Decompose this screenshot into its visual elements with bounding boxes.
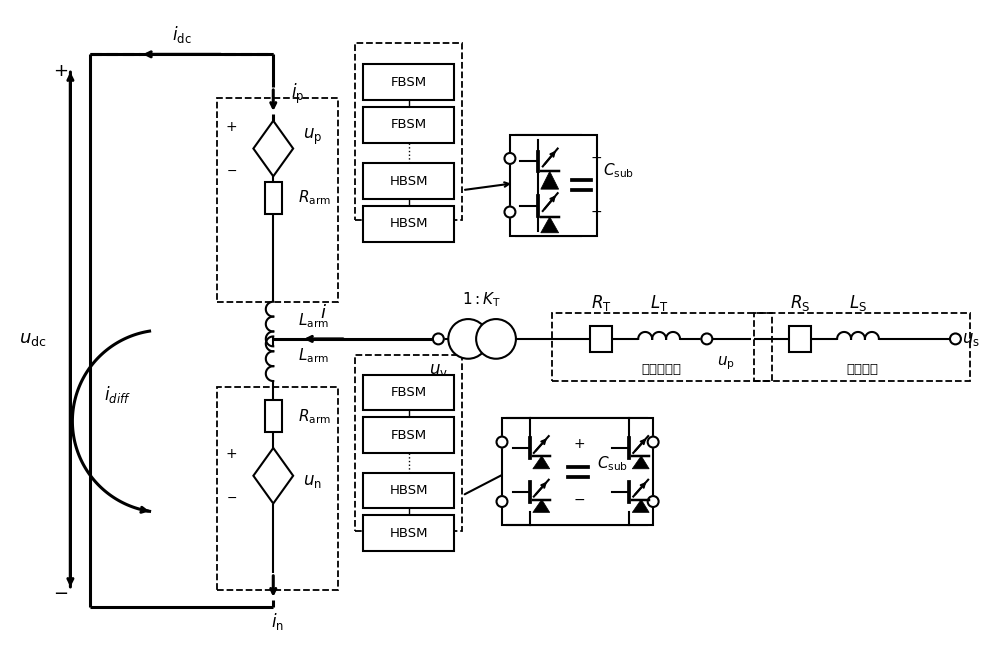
Text: $i$: $i$: [320, 304, 326, 322]
Text: FBSM: FBSM: [390, 118, 427, 131]
Polygon shape: [533, 456, 550, 469]
Text: $i_{\mathrm{dc}}$: $i_{\mathrm{dc}}$: [172, 24, 192, 45]
Bar: [363, 206, 454, 242]
Text: $u_{\mathrm{n}}$: $u_{\mathrm{n}}$: [303, 472, 322, 489]
Polygon shape: [632, 499, 649, 512]
Text: FBSM: FBSM: [390, 428, 427, 442]
Bar: [510, 135, 597, 236]
Bar: [363, 374, 454, 411]
Bar: [363, 107, 454, 143]
Text: $-$: $-$: [226, 491, 237, 504]
Bar: [502, 419, 653, 526]
Bar: [265, 400, 282, 432]
Text: $-$: $-$: [573, 491, 586, 505]
Bar: [754, 313, 970, 380]
Text: $i_{\mathit{diff}}$: $i_{\mathit{diff}}$: [104, 384, 131, 405]
Bar: [363, 515, 454, 551]
Text: $u_{\mathrm{p}}$: $u_{\mathrm{p}}$: [303, 127, 322, 147]
Bar: [552, 313, 772, 380]
Text: $u_{\mathrm{v}}$: $u_{\mathrm{v}}$: [429, 361, 448, 378]
Text: HBSM: HBSM: [389, 217, 428, 231]
Text: $-$: $-$: [590, 204, 603, 218]
Text: $i_{\mathrm{p}}$: $i_{\mathrm{p}}$: [291, 82, 305, 106]
Bar: [363, 417, 454, 453]
Bar: [363, 473, 454, 509]
Bar: [590, 326, 612, 351]
Circle shape: [950, 334, 961, 344]
Circle shape: [701, 334, 712, 344]
Text: 交流变压器: 交流变压器: [641, 363, 681, 376]
Text: $L_{\mathrm{T}}$: $L_{\mathrm{T}}$: [650, 293, 668, 313]
Text: FBSM: FBSM: [390, 386, 427, 399]
Text: $u_{\mathrm{dc}}$: $u_{\mathrm{dc}}$: [19, 330, 46, 348]
Text: $R_{\mathrm{S}}$: $R_{\mathrm{S}}$: [790, 293, 810, 313]
Text: HBSM: HBSM: [389, 175, 428, 188]
Text: $L_{\mathrm{S}}$: $L_{\mathrm{S}}$: [849, 293, 867, 313]
Text: $R_{\mathrm{T}}$: $R_{\mathrm{T}}$: [591, 293, 612, 313]
Circle shape: [648, 496, 659, 507]
Bar: [363, 164, 454, 199]
Circle shape: [504, 153, 515, 164]
Bar: [217, 386, 338, 590]
Text: $-$: $-$: [226, 164, 237, 177]
Text: $1{:}K_{\mathrm{T}}$: $1{:}K_{\mathrm{T}}$: [462, 290, 502, 309]
Text: $+$: $+$: [225, 447, 238, 461]
Text: HBSM: HBSM: [389, 484, 428, 497]
Circle shape: [497, 496, 507, 507]
Circle shape: [648, 437, 659, 447]
Circle shape: [497, 437, 507, 447]
Circle shape: [433, 334, 444, 344]
Text: HBSM: HBSM: [389, 527, 428, 540]
Polygon shape: [632, 456, 649, 469]
Circle shape: [448, 319, 488, 359]
Text: 交流系统: 交流系统: [846, 363, 878, 376]
Polygon shape: [541, 171, 559, 189]
Text: $L_{\mathrm{arm}}$: $L_{\mathrm{arm}}$: [298, 346, 329, 365]
Bar: [789, 326, 811, 351]
Text: $L_{\mathrm{arm}}$: $L_{\mathrm{arm}}$: [298, 311, 329, 330]
Circle shape: [476, 319, 516, 359]
Text: $C_{\mathrm{sub}}$: $C_{\mathrm{sub}}$: [597, 455, 629, 473]
Bar: [217, 98, 338, 302]
Text: $+$: $+$: [53, 62, 68, 80]
Bar: [265, 182, 282, 214]
Text: $R_{\mathrm{arm}}$: $R_{\mathrm{arm}}$: [298, 407, 331, 426]
Bar: [355, 43, 462, 220]
Text: $+$: $+$: [225, 120, 238, 134]
Text: $C_{\mathrm{sub}}$: $C_{\mathrm{sub}}$: [603, 161, 635, 180]
Text: $i_{\mathrm{n}}$: $i_{\mathrm{n}}$: [271, 610, 284, 631]
Text: FBSM: FBSM: [390, 76, 427, 89]
Circle shape: [504, 206, 515, 217]
Text: $-$: $-$: [53, 583, 68, 600]
Polygon shape: [533, 499, 550, 512]
Text: $+$: $+$: [573, 437, 586, 451]
Text: $u_{\mathrm{p}}$: $u_{\mathrm{p}}$: [717, 355, 735, 373]
Bar: [363, 64, 454, 100]
Text: $+$: $+$: [590, 152, 603, 166]
Text: $R_{\mathrm{arm}}$: $R_{\mathrm{arm}}$: [298, 189, 331, 208]
Polygon shape: [541, 217, 559, 233]
Text: $u_{\mathrm{s}}$: $u_{\mathrm{s}}$: [962, 330, 980, 348]
Bar: [355, 355, 462, 532]
